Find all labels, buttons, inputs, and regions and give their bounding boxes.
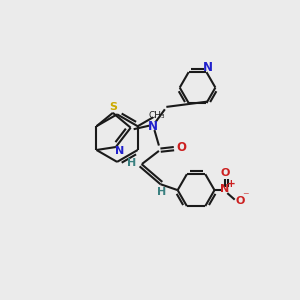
- Text: H: H: [157, 187, 167, 197]
- Text: N: N: [115, 146, 124, 157]
- Text: N: N: [148, 120, 158, 133]
- Text: O: O: [177, 140, 187, 154]
- Text: N: N: [203, 61, 213, 74]
- Text: O: O: [220, 168, 230, 178]
- Text: S: S: [110, 103, 117, 112]
- Text: H: H: [127, 158, 136, 168]
- Text: N: N: [220, 184, 230, 194]
- Text: +: +: [226, 178, 235, 189]
- Text: CH₃: CH₃: [148, 111, 165, 120]
- Text: O: O: [236, 196, 245, 206]
- Text: ⁻: ⁻: [242, 190, 249, 203]
